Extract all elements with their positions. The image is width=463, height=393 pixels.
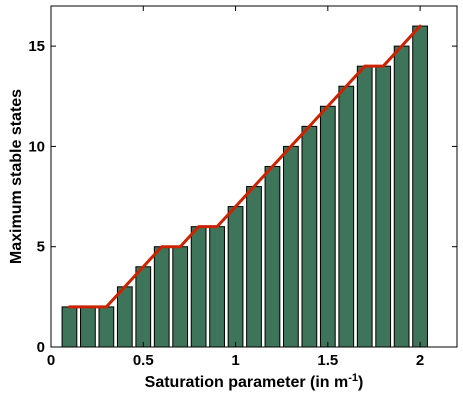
bars-group — [61, 25, 428, 348]
x-axis-label-superscript: -1 — [348, 372, 358, 384]
bar-10 — [227, 206, 244, 348]
y-axis-ticks: 0 5 10 15 — [28, 38, 457, 356]
x-tick-label: 1 — [231, 352, 239, 369]
x-axis-label: Saturation parameter (in m-1) — [145, 372, 364, 391]
x-tick-label: 0.5 — [133, 352, 154, 369]
bar-18 — [375, 65, 392, 348]
x-axis-ticks: 0 0.5 1 1.5 2 — [47, 6, 424, 369]
bar-3 — [98, 306, 115, 348]
bar-9 — [209, 226, 225, 348]
bar-19 — [393, 45, 410, 348]
y-tick-label: 10 — [28, 138, 45, 155]
bar-14 — [301, 125, 318, 348]
bar-13 — [283, 145, 299, 348]
x-axis-label-main: Saturation parameter (in m — [145, 374, 349, 391]
bar-4 — [116, 286, 133, 348]
y-axis-label: Maximum stable states — [8, 89, 25, 264]
trend-line — [67, 24, 422, 309]
bar-1 — [61, 306, 78, 348]
bar-6 — [153, 246, 170, 348]
x-tick-label: 1.5 — [317, 352, 338, 369]
x-axis-label-end: ) — [358, 374, 363, 391]
bar-17 — [356, 65, 373, 348]
y-tick-label: 0 — [37, 339, 45, 356]
x-tick-label: 0 — [47, 352, 55, 369]
bar-2 — [80, 306, 96, 348]
bar-15 — [319, 105, 336, 348]
trend-line-group — [67, 24, 422, 309]
bar-5 — [135, 266, 152, 348]
y-tick-label: 5 — [37, 239, 45, 256]
x-tick-label: 2 — [416, 352, 424, 369]
bar-11 — [246, 186, 262, 348]
bar-16 — [338, 85, 355, 348]
bar-7 — [172, 246, 189, 348]
bar-12 — [264, 165, 281, 348]
y-tick-label: 15 — [28, 38, 45, 55]
bar-20 — [412, 25, 428, 348]
bar-8 — [190, 226, 207, 348]
